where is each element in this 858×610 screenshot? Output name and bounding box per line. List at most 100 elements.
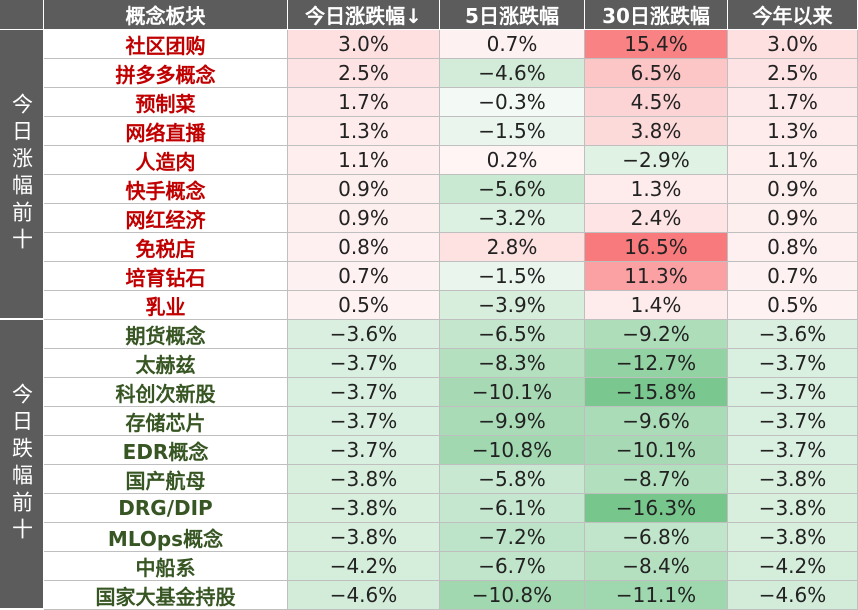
- thirty-day-change-cell: −12.7%: [585, 349, 728, 378]
- today-change-cell: −3.8%: [288, 465, 440, 494]
- thirty-day-change-cell: 1.3%: [585, 175, 728, 204]
- thirty-day-change-cell: 16.5%: [585, 233, 728, 262]
- column-header-five-day-change[interactable]: 5日涨跌幅: [440, 0, 585, 30]
- concept-name-cell[interactable]: 网红经济: [44, 204, 288, 233]
- thirty-day-change-cell: 1.4%: [585, 291, 728, 320]
- column-header-thirty-day-change[interactable]: 30日涨跌幅: [585, 0, 728, 30]
- ytd-change-cell: −3.6%: [728, 320, 858, 349]
- five-day-change-cell: −6.1%: [440, 494, 585, 523]
- thirty-day-change-cell: −9.6%: [585, 407, 728, 436]
- ytd-change-cell: 0.7%: [728, 262, 858, 291]
- column-header-concept-name[interactable]: 概念板块: [44, 0, 288, 30]
- five-day-change-cell: −4.6%: [440, 59, 585, 88]
- ytd-change-cell: 0.9%: [728, 175, 858, 204]
- five-day-change-cell: −6.7%: [440, 552, 585, 581]
- corner-header: [0, 0, 44, 30]
- five-day-change-cell: −7.2%: [440, 523, 585, 552]
- ytd-change-cell: 3.0%: [728, 30, 858, 59]
- ytd-change-cell: −3.8%: [728, 523, 858, 552]
- ytd-change-cell: −3.7%: [728, 436, 858, 465]
- thirty-day-change-cell: 15.4%: [585, 30, 728, 59]
- today-change-cell: −3.8%: [288, 494, 440, 523]
- ytd-change-cell: −3.8%: [728, 465, 858, 494]
- concept-name-cell[interactable]: 中船系: [44, 552, 288, 581]
- five-day-change-cell: −8.3%: [440, 349, 585, 378]
- column-header-today-change[interactable]: 今日涨跌幅↓: [288, 0, 440, 30]
- group-label: 今日涨幅前十: [0, 30, 44, 320]
- five-day-change-cell: −9.9%: [440, 407, 585, 436]
- today-change-cell: 1.3%: [288, 117, 440, 146]
- group-label-text: 今日涨幅前十: [9, 93, 34, 255]
- today-change-cell: −3.7%: [288, 407, 440, 436]
- thirty-day-change-cell: 2.4%: [585, 204, 728, 233]
- five-day-change-cell: −3.2%: [440, 204, 585, 233]
- thirty-day-change-cell: 4.5%: [585, 88, 728, 117]
- five-day-change-cell: −10.8%: [440, 581, 585, 610]
- concept-name-cell[interactable]: 太赫兹: [44, 349, 288, 378]
- ytd-change-cell: −3.7%: [728, 378, 858, 407]
- concept-name-cell[interactable]: DRG/DIP: [44, 494, 288, 523]
- five-day-change-cell: −1.5%: [440, 262, 585, 291]
- concept-name-cell[interactable]: MLOps概念: [44, 523, 288, 552]
- ytd-change-cell: −4.2%: [728, 552, 858, 581]
- ytd-change-cell: 0.5%: [728, 291, 858, 320]
- thirty-day-change-cell: 11.3%: [585, 262, 728, 291]
- concept-name-cell[interactable]: 预制菜: [44, 88, 288, 117]
- thirty-day-change-cell: −6.8%: [585, 523, 728, 552]
- five-day-change-cell: −0.3%: [440, 88, 585, 117]
- five-day-change-cell: −10.1%: [440, 378, 585, 407]
- five-day-change-cell: −3.9%: [440, 291, 585, 320]
- thirty-day-change-cell: −8.4%: [585, 552, 728, 581]
- concept-name-cell[interactable]: 社区团购: [44, 30, 288, 59]
- concept-name-cell[interactable]: 国产航母: [44, 465, 288, 494]
- concept-name-cell[interactable]: 人造肉: [44, 146, 288, 175]
- ytd-change-cell: −3.7%: [728, 407, 858, 436]
- ytd-change-cell: 1.7%: [728, 88, 858, 117]
- today-change-cell: −3.7%: [288, 349, 440, 378]
- concept-name-cell[interactable]: 快手概念: [44, 175, 288, 204]
- concept-name-cell[interactable]: 培育钻石: [44, 262, 288, 291]
- today-change-cell: −3.8%: [288, 523, 440, 552]
- concept-name-cell[interactable]: 存储芯片: [44, 407, 288, 436]
- concept-name-cell[interactable]: 拼多多概念: [44, 59, 288, 88]
- thirty-day-change-cell: −2.9%: [585, 146, 728, 175]
- today-change-cell: −4.6%: [288, 581, 440, 610]
- thirty-day-change-cell: −16.3%: [585, 494, 728, 523]
- ytd-change-cell: 2.5%: [728, 59, 858, 88]
- today-change-cell: 1.7%: [288, 88, 440, 117]
- concept-name-cell[interactable]: 网络直播: [44, 117, 288, 146]
- ytd-change-cell: 1.1%: [728, 146, 858, 175]
- thirty-day-change-cell: −15.8%: [585, 378, 728, 407]
- today-change-cell: −3.7%: [288, 378, 440, 407]
- five-day-change-cell: −1.5%: [440, 117, 585, 146]
- today-change-cell: 2.5%: [288, 59, 440, 88]
- five-day-change-cell: −6.5%: [440, 320, 585, 349]
- ytd-change-cell: −3.8%: [728, 494, 858, 523]
- concept-name-cell[interactable]: EDR概念: [44, 436, 288, 465]
- today-change-cell: 0.8%: [288, 233, 440, 262]
- thirty-day-change-cell: −10.1%: [585, 436, 728, 465]
- concept-name-cell[interactable]: 免税店: [44, 233, 288, 262]
- group-label-text: 今日跌幅前十: [9, 383, 34, 545]
- ytd-change-cell: 1.3%: [728, 117, 858, 146]
- today-change-cell: 3.0%: [288, 30, 440, 59]
- ytd-change-cell: 0.9%: [728, 204, 858, 233]
- today-change-cell: −4.2%: [288, 552, 440, 581]
- five-day-change-cell: 0.2%: [440, 146, 585, 175]
- concept-name-cell[interactable]: 乳业: [44, 291, 288, 320]
- concept-name-cell[interactable]: 科创次新股: [44, 378, 288, 407]
- five-day-change-cell: −5.6%: [440, 175, 585, 204]
- thirty-day-change-cell: −11.1%: [585, 581, 728, 610]
- concept-name-cell[interactable]: 国家大基金持股: [44, 581, 288, 610]
- today-change-cell: 0.5%: [288, 291, 440, 320]
- column-header-ytd-change[interactable]: 今年以来: [728, 0, 858, 30]
- five-day-change-cell: 2.8%: [440, 233, 585, 262]
- thirty-day-change-cell: −9.2%: [585, 320, 728, 349]
- ytd-change-cell: −4.6%: [728, 581, 858, 610]
- today-change-cell: −3.7%: [288, 436, 440, 465]
- today-change-cell: 0.9%: [288, 175, 440, 204]
- today-change-cell: 0.7%: [288, 262, 440, 291]
- concept-name-cell[interactable]: 期货概念: [44, 320, 288, 349]
- thirty-day-change-cell: 6.5%: [585, 59, 728, 88]
